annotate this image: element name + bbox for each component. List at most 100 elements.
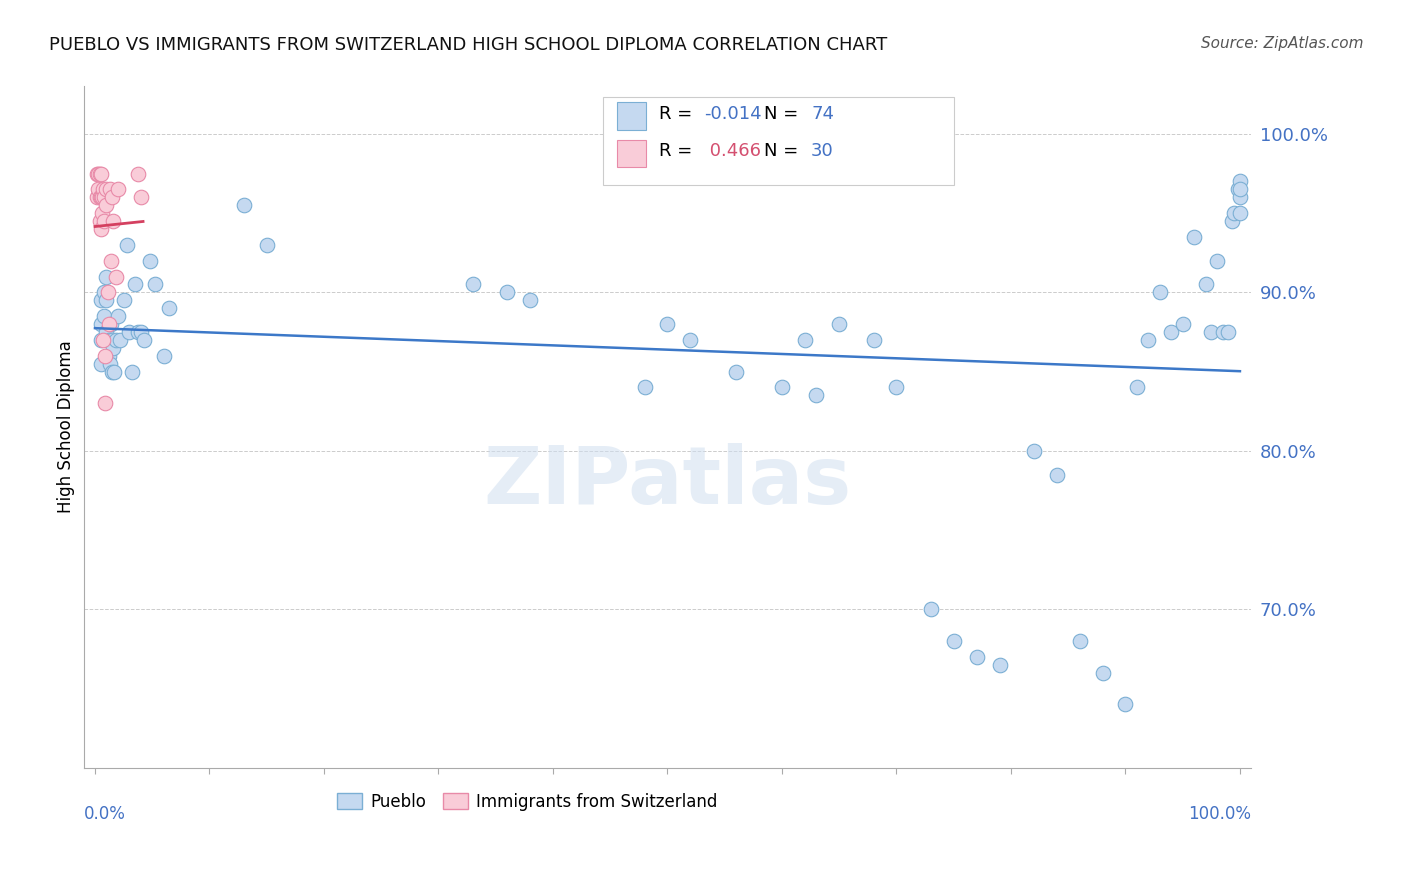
Point (633, 380, 655, 394)
Point (1226, 182, 1249, 196)
Point (886, 380, 908, 394)
Text: 0.466: 0.466 (703, 142, 761, 160)
Point (1194, 277, 1216, 292)
Point (86, 167, 108, 181)
Point (89, 167, 111, 181)
Point (96, 182, 118, 196)
Point (90, 293, 112, 308)
Point (1091, 665, 1114, 680)
Point (124, 277, 146, 292)
FancyBboxPatch shape (617, 140, 647, 168)
Point (103, 214, 125, 228)
Text: 0.0%: 0.0% (83, 805, 125, 823)
Point (91, 333, 114, 347)
Point (101, 365, 124, 379)
FancyBboxPatch shape (617, 103, 647, 130)
Point (107, 182, 129, 196)
Y-axis label: High School Diploma: High School Diploma (58, 341, 75, 514)
Point (725, 365, 748, 379)
Point (115, 237, 138, 252)
Point (94, 349, 117, 363)
Point (1046, 467, 1069, 482)
Point (93, 214, 115, 228)
Point (1229, 174, 1251, 188)
Point (97, 317, 120, 331)
Point (127, 167, 149, 181)
Point (103, 341, 125, 355)
Point (496, 285, 519, 300)
Point (112, 293, 135, 308)
Point (1022, 443, 1045, 458)
Point (127, 325, 149, 339)
Point (828, 317, 851, 331)
Point (89, 214, 111, 228)
Point (862, 333, 884, 347)
Point (104, 333, 127, 347)
Point (942, 634, 965, 648)
Point (86, 190, 108, 204)
Point (1218, 325, 1240, 339)
Point (104, 269, 127, 284)
Point (1114, 698, 1136, 712)
Point (94, 396, 117, 410)
Point (90, 190, 112, 204)
Point (988, 657, 1011, 672)
Point (103, 365, 125, 379)
Point (121, 365, 143, 379)
Point (90, 317, 112, 331)
Point (1206, 253, 1229, 268)
Point (129, 325, 152, 339)
Point (90, 167, 112, 181)
Point (90, 357, 112, 371)
Point (1137, 333, 1160, 347)
Point (93, 190, 115, 204)
Point (1229, 182, 1251, 196)
Point (91, 182, 114, 196)
Point (1160, 325, 1182, 339)
Point (98, 182, 121, 196)
Point (1229, 206, 1251, 220)
Point (806, 388, 828, 402)
Point (101, 333, 124, 347)
Point (679, 333, 702, 347)
Point (93, 285, 115, 300)
Point (93, 309, 115, 323)
Point (920, 602, 942, 616)
Point (1201, 325, 1223, 339)
Point (770, 380, 793, 394)
Point (98, 357, 121, 371)
Point (1149, 285, 1171, 300)
Point (97, 349, 120, 363)
Point (134, 333, 156, 347)
Point (519, 293, 541, 308)
Point (1229, 190, 1251, 204)
Point (256, 237, 278, 252)
Point (1182, 230, 1205, 244)
Point (1171, 317, 1194, 331)
Point (108, 333, 131, 347)
Point (90, 333, 112, 347)
Text: R =: R = (659, 104, 699, 122)
Text: PUEBLO VS IMMIGRANTS FROM SWITZERLAND HIGH SCHOOL DIPLOMA CORRELATION CHART: PUEBLO VS IMMIGRANTS FROM SWITZERLAND HI… (49, 36, 887, 54)
Point (157, 301, 180, 316)
Point (966, 649, 988, 664)
Point (100, 317, 122, 331)
Point (152, 349, 174, 363)
Point (1223, 206, 1246, 220)
Text: 74: 74 (811, 104, 834, 122)
Point (1220, 214, 1243, 228)
Text: Source: ZipAtlas.com: Source: ZipAtlas.com (1201, 36, 1364, 51)
Point (96, 325, 118, 339)
Point (90, 206, 112, 220)
Text: 30: 30 (811, 142, 834, 160)
Point (107, 309, 129, 323)
Point (129, 190, 152, 204)
Point (101, 190, 124, 204)
Point (118, 325, 141, 339)
Point (1069, 634, 1091, 648)
Point (96, 198, 118, 212)
Text: N =: N = (765, 142, 804, 160)
Point (657, 317, 679, 331)
Point (89, 190, 111, 204)
Text: ZIPatlas: ZIPatlas (484, 442, 852, 521)
